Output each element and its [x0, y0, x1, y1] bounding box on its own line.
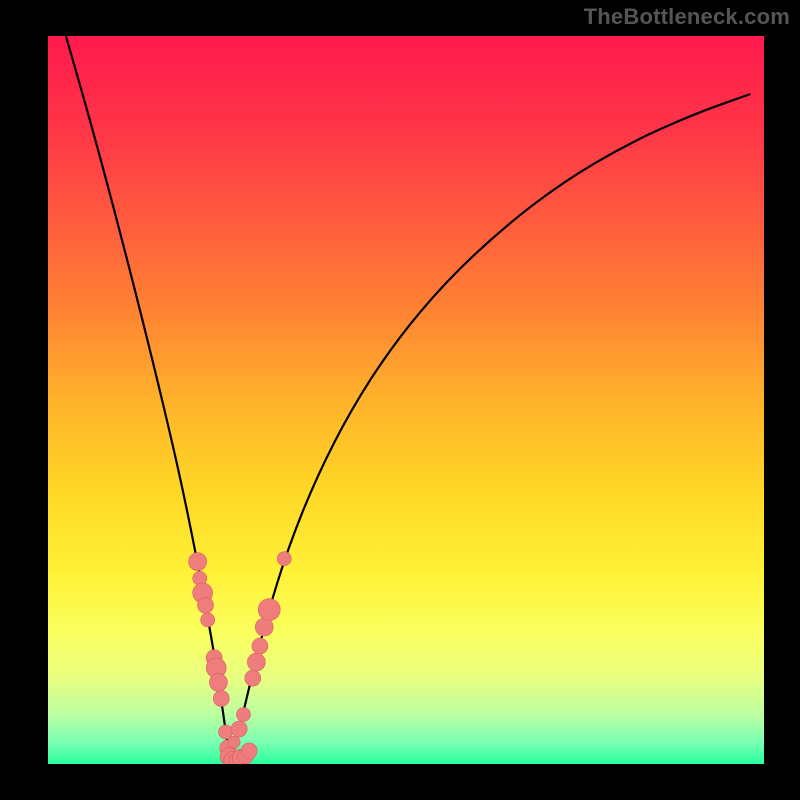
chart-svg	[0, 0, 800, 800]
data-marker	[198, 597, 214, 613]
data-marker	[258, 599, 280, 621]
data-marker	[219, 725, 233, 739]
watermark-text: TheBottleneck.com	[584, 4, 790, 30]
data-marker	[209, 673, 227, 691]
data-marker	[189, 553, 207, 571]
data-marker	[277, 552, 291, 566]
data-marker	[241, 743, 257, 759]
data-marker	[236, 707, 250, 721]
data-marker	[231, 721, 247, 737]
data-marker	[247, 653, 265, 671]
data-marker	[245, 670, 261, 686]
data-marker	[228, 736, 240, 748]
data-marker	[213, 690, 229, 706]
plot-background	[48, 36, 764, 764]
data-marker	[201, 613, 215, 627]
chart-container: TheBottleneck.com	[0, 0, 800, 800]
data-marker	[252, 638, 268, 654]
